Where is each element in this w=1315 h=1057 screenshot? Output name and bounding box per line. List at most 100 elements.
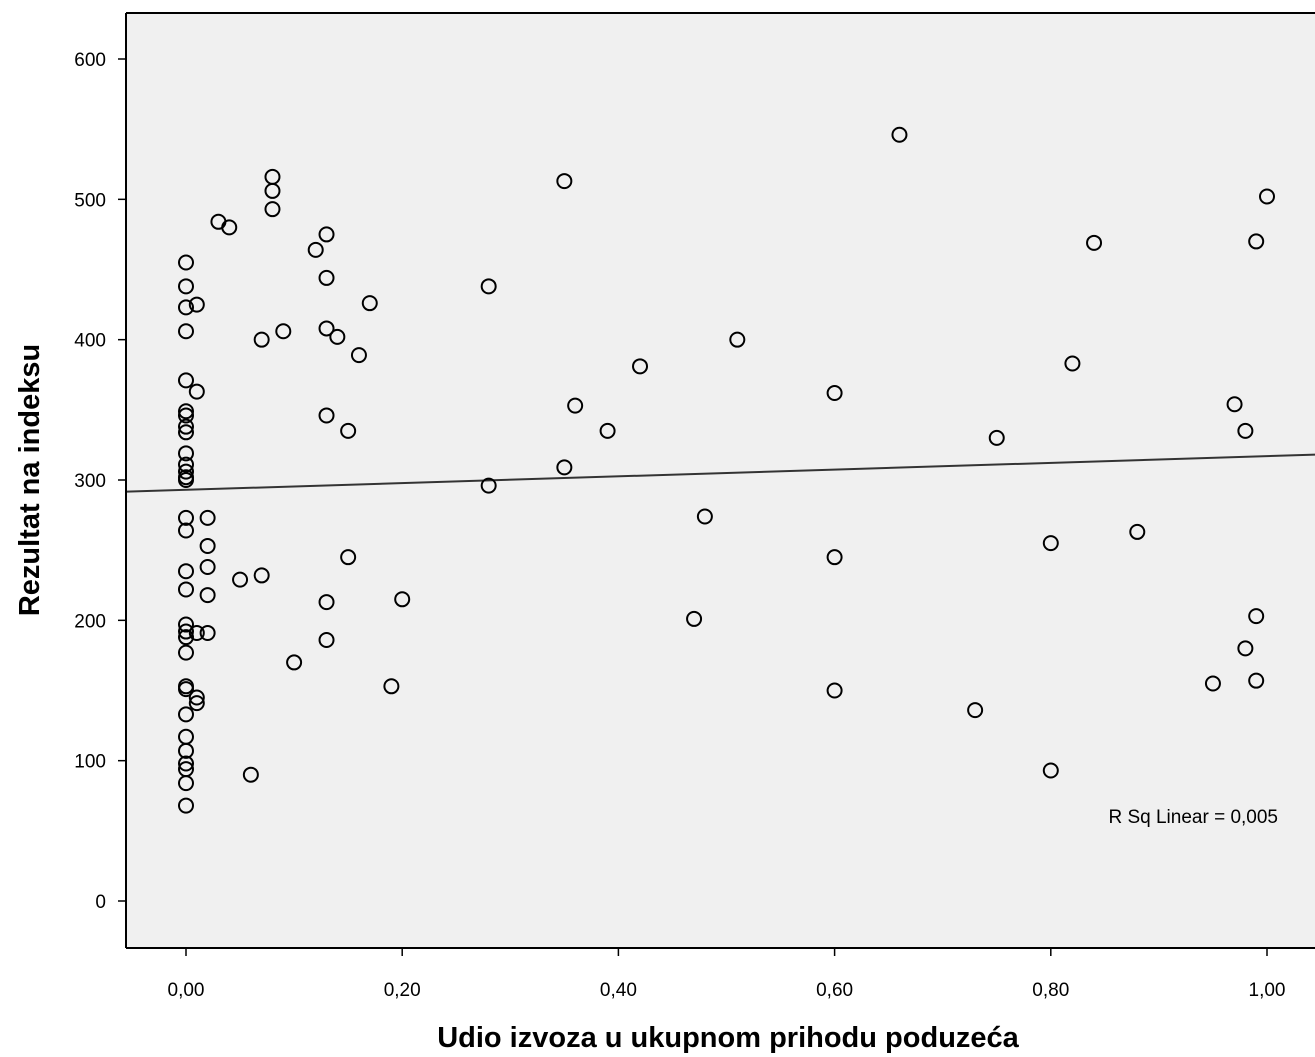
data-point [1204,675,1221,692]
y-tick-label: 0 [95,892,106,913]
x-tick-label: 1,00 [1249,980,1286,1001]
data-point [480,278,497,295]
data-point [599,422,616,439]
data-point [340,422,357,439]
plot-area [126,13,1315,948]
data-point [178,706,194,723]
data-point [1259,188,1275,205]
data-point [178,254,194,271]
data-point [567,397,584,414]
y-axis-title: Rezultat na indeksu [14,344,46,616]
y-tick-label: 100 [74,752,106,773]
data-point [178,581,194,598]
data-point [556,459,573,476]
data-point [188,624,205,641]
data-point [178,418,194,435]
data-point [1248,672,1265,689]
data-point [199,537,216,554]
data-point [178,522,194,539]
data-point [318,631,335,648]
y-axis-ticks: 0 100 200 300 400 500 600 [74,50,126,913]
data-point [178,681,194,698]
data-point [632,358,649,375]
y-tick-label: 600 [74,50,106,71]
data-point [178,407,194,424]
data-point [1042,762,1059,779]
data-point [556,173,573,190]
x-tick-label: 0,20 [384,980,421,1001]
data-point [178,403,194,420]
data-point [178,742,194,759]
data-point [199,509,216,526]
data-point [826,549,843,566]
x-tick-label: 0,00 [168,980,205,1001]
data-point [264,201,281,218]
data-point [178,445,194,462]
y-tick-label: 500 [74,190,106,211]
data-point [188,695,205,712]
data-point [318,269,335,286]
data-point [1226,396,1243,413]
data-point [329,328,346,345]
y-tick-label: 200 [74,611,106,632]
data-point [1086,234,1103,251]
data-point [318,226,335,243]
data-point [826,682,843,699]
data-point [178,775,194,792]
data-point [188,296,205,313]
data-point [361,295,378,312]
data-point [318,320,335,337]
data-point [188,689,205,706]
data-point [1237,422,1254,439]
data-point [1042,535,1059,552]
data-point [178,463,194,480]
x-axis-title: Udio izvoza u ukupnom prihodu poduzeća [437,1022,1019,1054]
data-point [232,571,249,588]
data-point [686,610,703,627]
data-point [350,347,367,364]
data-point [178,509,194,526]
r-squared-annotation: R Sq Linear = 0,005 [1108,807,1278,828]
data-point [1237,640,1254,657]
data-point [318,407,335,424]
data-point [178,616,194,633]
linear-fit-line [126,453,1315,493]
data-point [307,241,324,258]
y-tick-label: 300 [74,471,106,492]
data-point [199,559,216,576]
data-point [729,331,746,348]
data-point [178,644,194,661]
data-point [1064,355,1081,372]
data-point [178,797,194,814]
fit-line-layer [126,453,1315,493]
data-point [178,278,194,295]
data-point [178,629,194,646]
data-point [340,549,357,566]
data-point [253,567,270,584]
data-point [178,623,194,640]
data-point [383,678,400,695]
data-point [253,331,270,348]
y-tick-label: 400 [74,331,106,352]
data-point [988,429,1005,446]
points-layer [178,126,1275,814]
data-point [178,424,194,441]
data-point [394,591,411,608]
data-point [1248,608,1265,625]
data-point [178,456,194,473]
data-point [199,587,216,604]
data-point [1248,233,1265,250]
data-point [286,654,303,671]
data-point [178,755,194,772]
x-tick-label: 0,80 [1032,980,1069,1001]
data-point [826,384,843,401]
data-point [221,219,238,236]
data-point [318,594,335,611]
x-tick-label: 0,60 [816,980,853,1001]
data-point [178,323,194,340]
data-point [188,383,205,400]
data-point [178,299,194,316]
data-point [178,372,194,389]
